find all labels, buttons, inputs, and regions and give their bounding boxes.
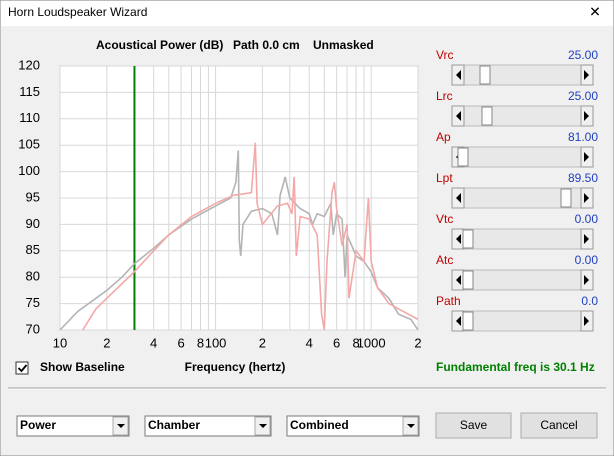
chart-title: Acoustical Power (dB): [96, 38, 223, 52]
slider-thumb[interactable]: [457, 147, 469, 167]
x-tick-label: 2: [103, 335, 110, 350]
x-tick-label: 1000: [357, 335, 386, 350]
dropdown[interactable]: [16, 415, 130, 437]
y-tick-label: 85: [26, 242, 40, 257]
x-tick-label: 100: [205, 335, 227, 350]
dropdown-arrow: [407, 424, 415, 428]
arrow-icon: [456, 234, 461, 244]
y-tick-label: 100: [18, 163, 40, 178]
x-tick-label: 2: [414, 335, 421, 350]
arrow-icon: [584, 70, 589, 80]
y-tick-label: 110: [19, 110, 40, 125]
y-tick-label: 115: [19, 84, 40, 99]
slider-label: Ap: [436, 130, 451, 144]
slider-thumb[interactable]: [462, 270, 474, 290]
y-tick-label: 105: [18, 137, 40, 152]
arrow-icon: [456, 316, 461, 326]
slider-value: 25.00: [568, 48, 598, 62]
x-tick-label: 8: [197, 335, 204, 350]
y-tick-label: 80: [26, 269, 40, 284]
arrow-icon: [584, 316, 589, 326]
slider-track: [451, 146, 594, 168]
slider-label: Vrc: [436, 48, 454, 62]
slider-thumb[interactable]: [462, 311, 474, 331]
x-tick-label: 8: [352, 335, 359, 350]
fundamental-freq: Fundamental freq is 30.1 Hz: [436, 360, 595, 374]
slider-label: Vtc: [436, 212, 453, 226]
slider-value: 89.50: [568, 171, 598, 185]
checkmark: [17, 364, 28, 373]
dropdown-value[interactable]: Chamber: [148, 418, 200, 432]
arrow-icon: [584, 111, 589, 121]
slider-track: [451, 105, 594, 127]
arrow-icon: [584, 152, 589, 162]
button-label[interactable]: Cancel: [540, 418, 577, 432]
title-bar: [1, 1, 613, 26]
x-tick-label: 6: [333, 335, 340, 350]
arrow-icon: [456, 111, 461, 121]
slider-value: 0.0: [581, 294, 598, 308]
x-tick-label: 10: [53, 335, 67, 350]
chart-mask: Unmasked: [313, 38, 374, 52]
slider-track: [451, 187, 594, 209]
dropdown-value[interactable]: Combined: [290, 418, 349, 432]
window-title: Horn Loudspeaker Wizard: [8, 5, 147, 19]
slider-value: 81.00: [568, 130, 598, 144]
button[interactable]: [435, 412, 512, 439]
button-label[interactable]: Save: [460, 418, 488, 432]
x-tick-label: 6: [177, 335, 184, 350]
arrow-icon: [584, 193, 589, 203]
slider-label: Atc: [436, 253, 453, 267]
slider-value: 25.00: [568, 89, 598, 103]
slider-label: Lpt: [436, 171, 453, 185]
y-tick-label: 95: [26, 189, 40, 204]
slider-thumb[interactable]: [462, 229, 474, 249]
dropdown[interactable]: [144, 415, 272, 437]
close-button[interactable]: ✕: [589, 4, 601, 20]
slider-value: 0.00: [575, 212, 599, 226]
y-tick-label: 90: [26, 216, 40, 231]
x-axis-label: Frequency (hertz): [185, 360, 286, 374]
y-tick-label: 70: [26, 321, 40, 336]
slider-label: Lrc: [436, 89, 453, 103]
y-tick-label: 75: [26, 295, 40, 310]
slider-thumb[interactable]: [560, 188, 572, 208]
x-tick-label: 2: [259, 335, 266, 350]
y-tick-label: 120: [18, 57, 40, 72]
x-tick-label: 4: [150, 335, 157, 350]
x-tick-label: 4: [306, 335, 313, 350]
button[interactable]: [520, 412, 598, 439]
arrow-icon: [456, 70, 461, 80]
chart-path: Path 0.0 cm: [233, 38, 300, 52]
checkbox-label[interactable]: Show Baseline: [40, 360, 125, 374]
checkbox[interactable]: [15, 361, 29, 375]
dropdown-arrow: [259, 424, 267, 428]
slider-thumb[interactable]: [479, 65, 491, 85]
dropdown-value[interactable]: Power: [20, 418, 56, 432]
dropdown[interactable]: [286, 415, 420, 437]
arrow-icon: [456, 275, 461, 285]
arrow-icon: [584, 275, 589, 285]
slider-thumb[interactable]: [481, 106, 493, 126]
arrow-icon: [456, 193, 461, 203]
series-line: [82, 142, 418, 330]
slider-label: Path: [436, 294, 461, 308]
arrow-icon: [584, 234, 589, 244]
slider-value: 0.00: [575, 253, 599, 267]
dropdown-arrow: [117, 424, 125, 428]
slider-track: [451, 64, 594, 86]
